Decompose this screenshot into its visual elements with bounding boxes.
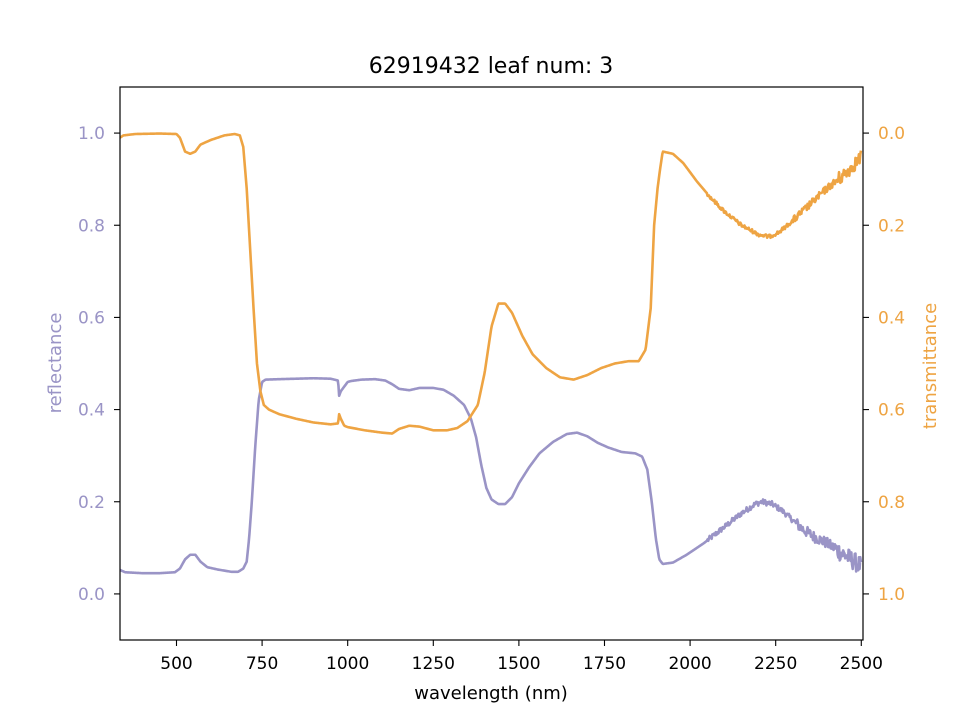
x-tick-label: 750 [246,654,278,674]
transmittance-axis: 0.0 0.2 0.4 0.6 0.8 1.0 [863,124,905,605]
reflectance-tick-label: 0.0 [78,585,105,605]
transmittance-series-line [120,132,863,435]
transmittance-tick-label: 0.0 [878,124,905,144]
x-axis-label: wavelength (nm) [414,683,568,704]
transmittance-axis-label: transmittance [920,303,941,429]
transmittance-tick-label: 0.4 [878,308,905,328]
transmittance-tick-label: 0.2 [878,216,905,236]
reflectance-axis-label: reflectance [45,313,66,414]
transmittance-tick-label: 1.0 [878,585,905,605]
reflectance-tick-label: 0.8 [78,216,105,236]
x-tick-label: 500 [160,654,192,674]
transmittance-tick-label: 0.6 [878,401,905,421]
reflectance-tick-label: 0.2 [78,493,105,513]
reflectance-tick-label: 1.0 [78,124,105,144]
reflectance-axis: 0.0 0.2 0.4 0.6 0.8 1.0 [78,124,120,605]
x-tick-label: 2250 [754,654,797,674]
x-tick-label: 2000 [668,654,711,674]
transmittance-tick-label: 0.8 [878,493,905,513]
series-layer [120,132,863,575]
x-axis: 500 750 1000 1250 1500 1750 2000 2250 2500 [160,640,883,674]
x-tick-label: 1500 [497,654,540,674]
x-tick-label: 1250 [412,654,455,674]
plot-area-frame [119,86,864,641]
x-tick-label: 1750 [583,654,626,674]
chart-title: 62919432 leaf num: 3 [369,54,614,79]
reflectance-tick-label: 0.6 [78,308,105,328]
x-tick-label: 2500 [840,654,883,674]
reflectance-series-line [120,376,863,575]
x-tick-label: 1000 [326,654,369,674]
reflectance-tick-label: 0.4 [78,401,105,421]
